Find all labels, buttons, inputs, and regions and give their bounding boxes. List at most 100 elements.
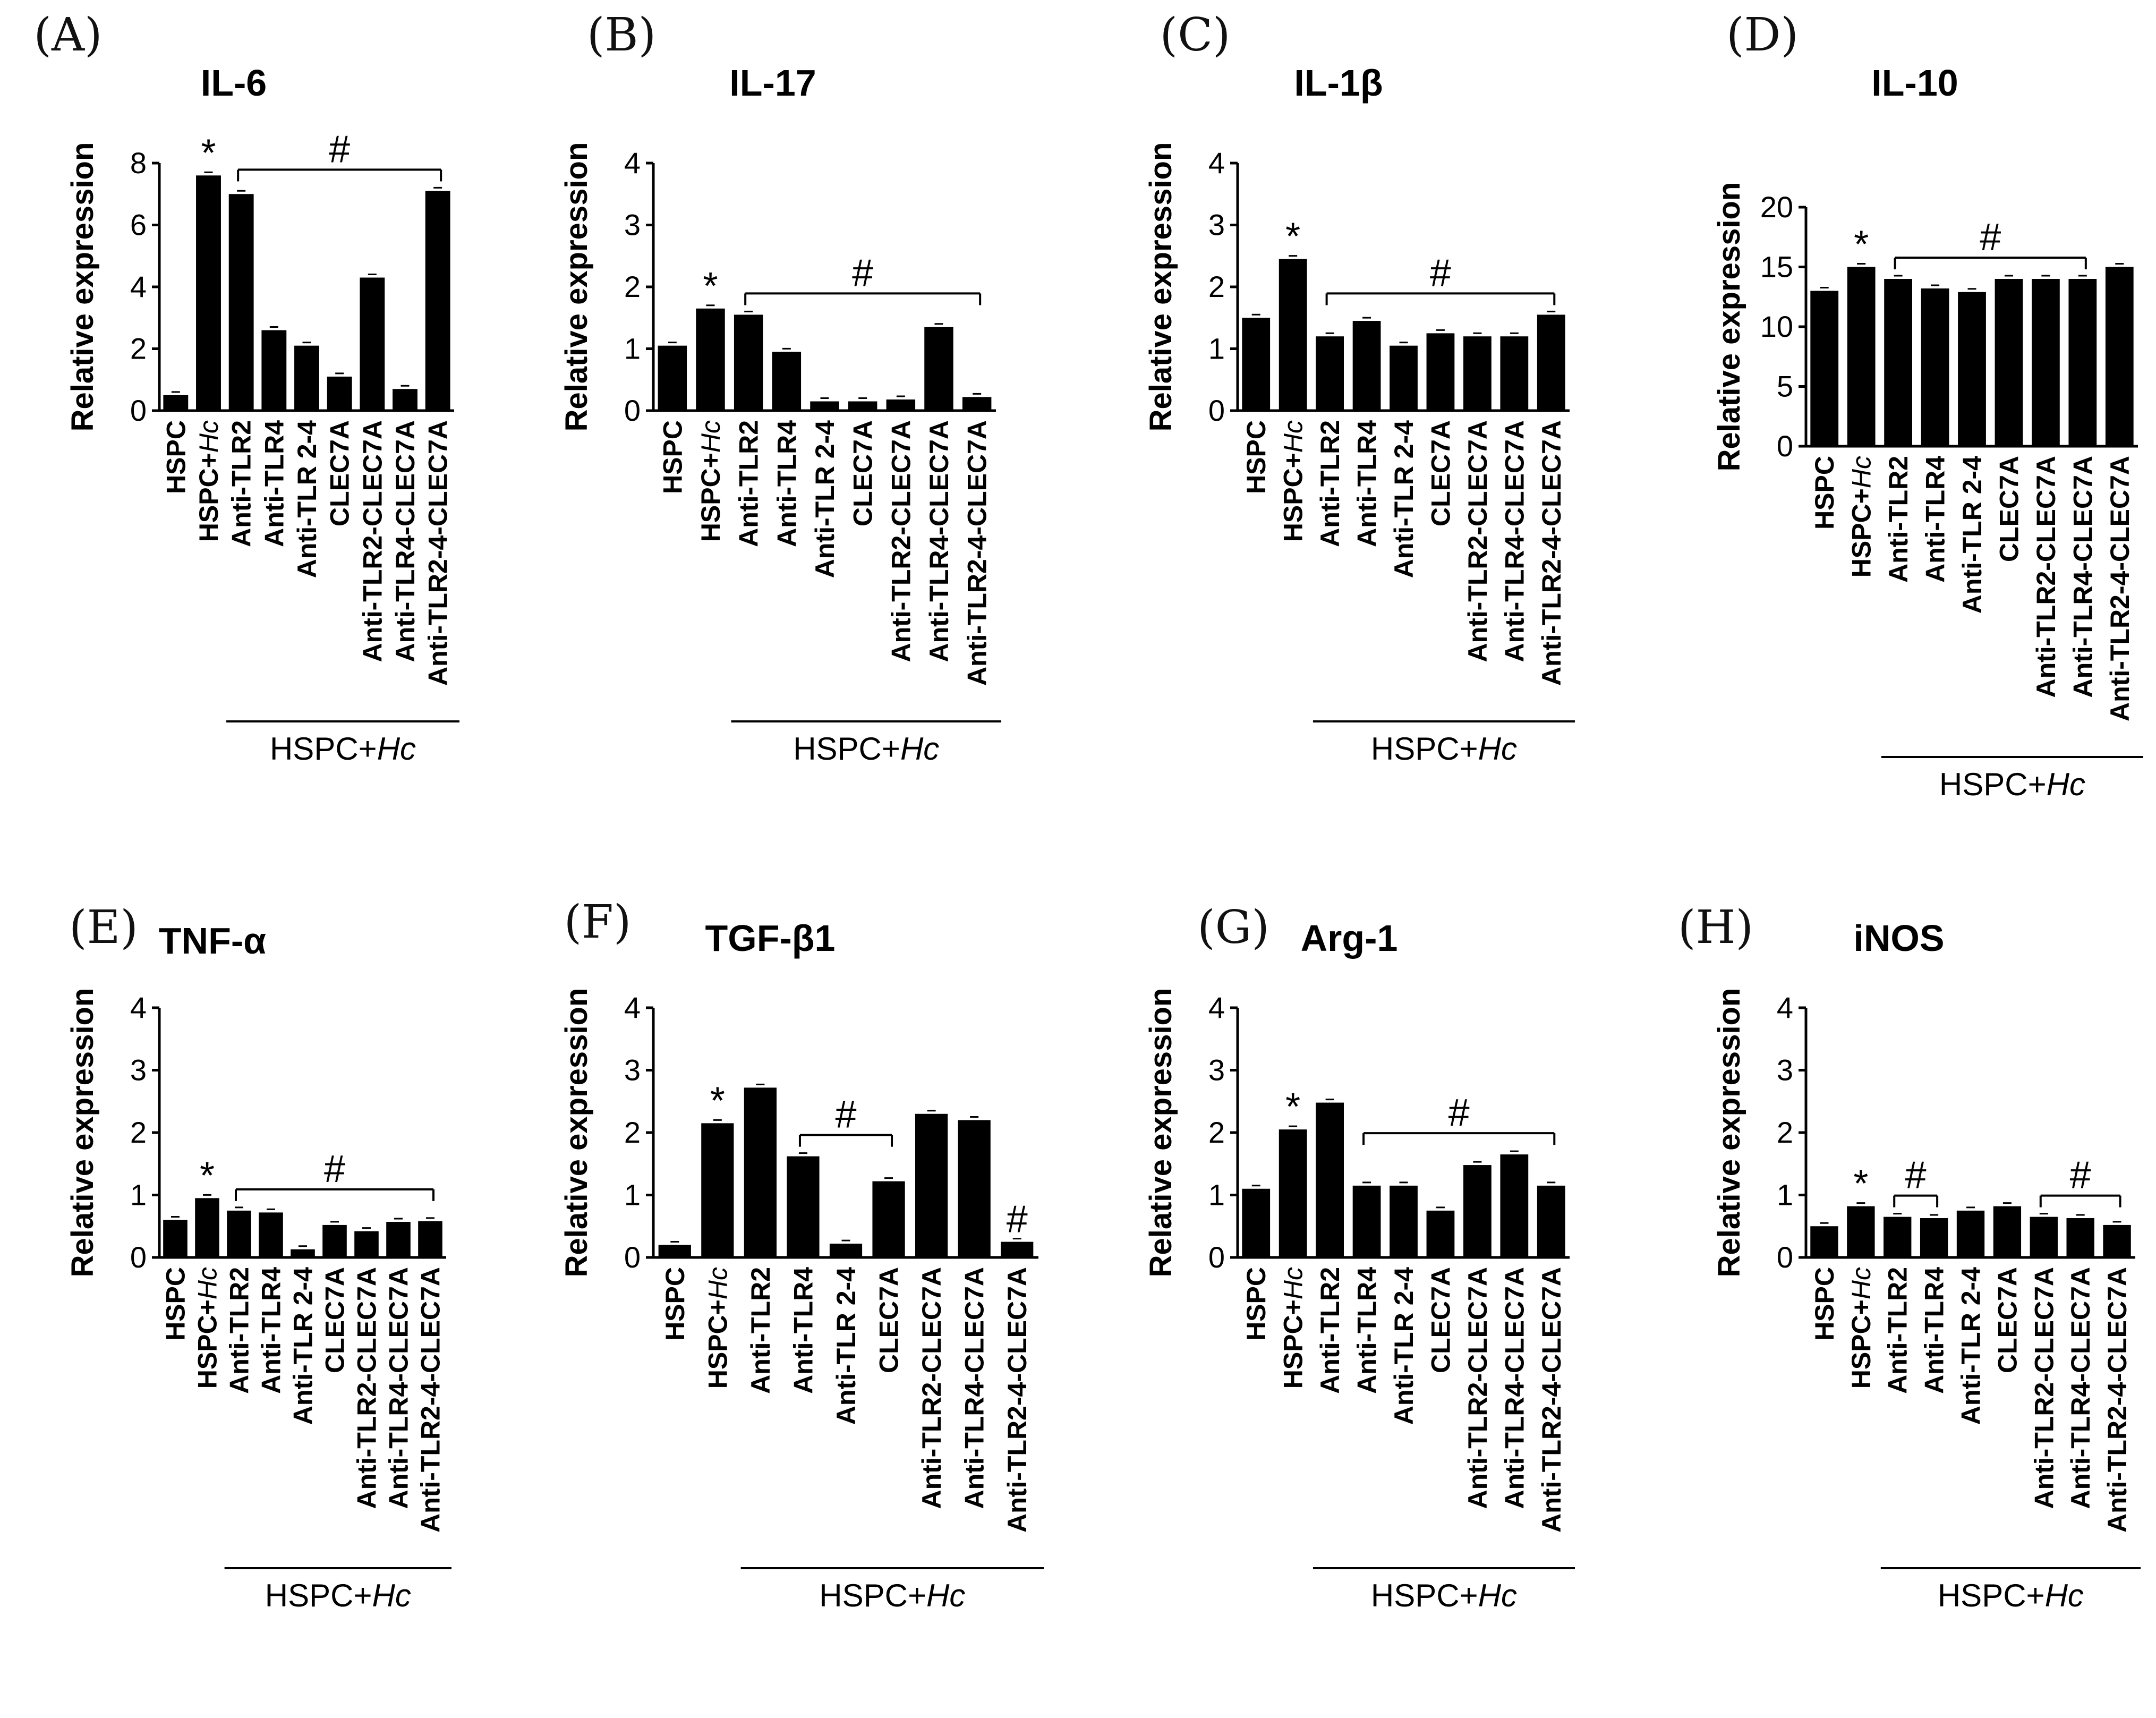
panel-h-bar-4 [1956, 1210, 1985, 1257]
panel-e-hash-marker: # [324, 1148, 345, 1190]
panel-e-bar-6 [354, 1231, 379, 1257]
panel-b-category-label-5: CLEC7A [848, 420, 878, 526]
panel-g-letter: (G) [1197, 901, 1269, 954]
panel-f-category-label-8: Anti-TLR2-4-CLEC7A [1002, 1267, 1032, 1533]
panel-a-group-label: HSPC+Hc [270, 731, 416, 767]
panel-b-bar-2 [734, 314, 763, 411]
panel-h-y-tick-label: 3 [1777, 1053, 1793, 1087]
panel-a-category-label-3: Anti-TLR4 [259, 420, 289, 547]
panel-d-category-label-8: Anti-TLR2-4-CLEC7A [2105, 456, 2135, 721]
panel-e-bar-1 [195, 1198, 219, 1257]
panel-h-category-label-4: Anti-TLR 2-4 [1956, 1267, 1986, 1425]
panel-g-bar-6 [1463, 1165, 1492, 1257]
panel-g-category-label-8: Anti-TLR2-4-CLEC7A [1537, 1267, 1566, 1533]
panel-a-y-tick-label: 2 [130, 332, 147, 365]
panel-e-title: TNF-α [159, 920, 266, 962]
panel-b-chart: (B) IL-17 Relative expression 0 1 2 3 4 HSPC HSPC… [559, 8, 1001, 767]
panel-b-star-marker: * [703, 265, 718, 308]
panel-f-y-tick-label: 3 [624, 1053, 641, 1087]
panel-d-star-marker: * [1854, 224, 1869, 266]
panel-a-bar-1 [196, 175, 221, 411]
panel-b-category-label-7: Anti-TLR4-CLEC7A [924, 420, 954, 662]
panel-b-y-tick-label: 1 [624, 332, 641, 365]
panel-d-bar-6 [2032, 279, 2060, 446]
panel-f-y-tick-label: 2 [624, 1116, 641, 1149]
panel-g-bar-7 [1500, 1154, 1529, 1257]
panel-f-category-label-4: Anti-TLR 2-4 [831, 1267, 861, 1425]
panel-c-star-marker: * [1285, 216, 1300, 258]
panel-h-category-label-3: Anti-TLR4 [1920, 1267, 1949, 1394]
panel-h-bar-8 [2103, 1224, 2131, 1257]
panel-c-bar-7 [1500, 336, 1529, 411]
panel-c-category-label-1: HSPC+Hc [1279, 420, 1308, 542]
panel-b-category-label-6: Anti-TLR2-CLEC7A [886, 420, 916, 662]
panel-f-category-label-7: Anti-TLR4-CLEC7A [960, 1267, 990, 1509]
panel-f-hash-marker: # [835, 1094, 856, 1136]
panel-e-category-label-4: Anti-TLR 2-4 [288, 1267, 318, 1425]
panel-e-bar-0 [163, 1220, 188, 1257]
panel-f-category-label-0: HSPC [660, 1267, 690, 1341]
panel-h-bar-2 [1884, 1217, 1912, 1257]
panel-h-bar-0 [1810, 1226, 1838, 1257]
panel-g-bar-5 [1426, 1210, 1455, 1257]
panel-b-category-label-3: Anti-TLR4 [772, 420, 802, 547]
panel-a-category-label-1: HSPC+Hc [194, 420, 224, 542]
panel-g-bar-8 [1537, 1185, 1565, 1257]
panel-e-category-label-0: HSPC [161, 1267, 191, 1341]
panel-f-chart: (F) TGF-β1 Relative expression 0 1 2 3 4 HSPC HSP… [559, 896, 1044, 1613]
panel-e-y-tick-label: 0 [130, 1240, 147, 1274]
panel-e-category-label-1: HSPC+Hc [193, 1267, 223, 1389]
panel-h-star-marker: * [1853, 1163, 1868, 1205]
panel-d-hash-marker: # [1980, 216, 2001, 259]
panel-d-y-tick-label: 5 [1777, 370, 1793, 403]
panel-f-y-tick-label: 0 [624, 1240, 641, 1274]
panel-g-bar-0 [1242, 1188, 1271, 1257]
panel-c-bar-3 [1352, 321, 1381, 411]
panel-b-category-label-2: Anti-TLR2 [734, 420, 764, 547]
panel-d-category-label-1: HSPC+Hc [1847, 456, 1877, 577]
panel-a-category-label-2: Anti-TLR2 [227, 420, 257, 547]
panel-a-bar-4 [294, 345, 319, 411]
panel-c-category-label-6: Anti-TLR2-CLEC7A [1463, 420, 1493, 662]
panel-c-category-label-7: Anti-TLR4-CLEC7A [1499, 420, 1529, 662]
panel-c-letter: (C) [1160, 8, 1231, 62]
panel-a-category-label-8: Anti-TLR2-4-CLEC7A [423, 420, 453, 686]
panel-g-bar-4 [1390, 1185, 1418, 1257]
panel-g-category-label-6: Anti-TLR2-CLEC7A [1463, 1267, 1493, 1509]
panel-c-category-label-2: Anti-TLR2 [1315, 420, 1345, 547]
panel-f-letter: (F) [564, 896, 632, 949]
panel-c-category-label-3: Anti-TLR4 [1352, 420, 1382, 547]
panel-d-bar-8 [2105, 267, 2134, 446]
panel-e-letter: (E) [69, 901, 138, 954]
panel-h-bar-5 [1993, 1206, 2022, 1257]
panel-b-bar-7 [924, 327, 953, 411]
panel-d-bar-2 [1884, 279, 1912, 446]
panel-d-bar-5 [1995, 279, 2023, 446]
panel-a-hash-marker: # [329, 128, 350, 171]
panel-g-category-label-3: Anti-TLR4 [1352, 1267, 1382, 1394]
panel-a-letter: (A) [33, 8, 102, 62]
panel-d-letter: (D) [1726, 8, 1799, 62]
panel-f-bar-3 [787, 1156, 820, 1257]
panel-a-y-tick-label: 4 [130, 270, 147, 303]
panel-c-y-tick-label: 3 [1208, 208, 1225, 242]
panel-b-bar-8 [962, 397, 992, 411]
panel-b-y-axis-label: Relative expression [559, 142, 594, 432]
panel-a-y-axis-label: Relative expression [65, 142, 100, 432]
panel-f-y-axis-label: Relative expression [559, 988, 594, 1278]
panel-e-y-tick-label: 3 [130, 1053, 147, 1087]
panel-d-y-tick-label: 15 [1760, 250, 1793, 284]
panel-c-bar-4 [1390, 345, 1418, 411]
panel-e-category-label-7: Anti-TLR4-CLEC7A [384, 1267, 414, 1509]
panel-e-y-axis-label: Relative expression [65, 988, 100, 1278]
panel-f-bar-5 [872, 1181, 905, 1257]
panel-e-category-label-3: Anti-TLR4 [257, 1267, 286, 1394]
panel-c-category-label-4: Anti-TLR 2-4 [1389, 420, 1419, 578]
panel-f-category-label-5: CLEC7A [874, 1267, 904, 1373]
panel-b-bar-3 [772, 352, 802, 411]
panel-f-category-label-3: Anti-TLR4 [788, 1267, 818, 1394]
panel-e-y-tick-label: 4 [130, 991, 147, 1024]
panel-d-category-label-2: Anti-TLR2 [1884, 456, 1913, 583]
panel-c-y-axis-label: Relative expression [1144, 142, 1178, 432]
